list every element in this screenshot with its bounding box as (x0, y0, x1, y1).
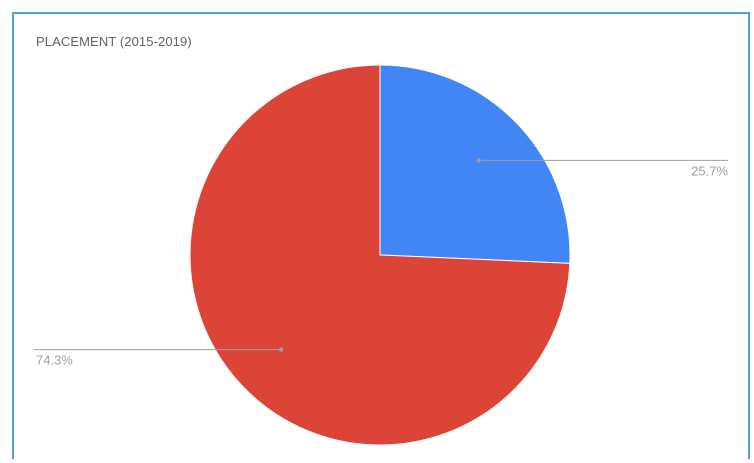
slice-label-0: 25.7% (691, 163, 728, 178)
pie-slice-0 (379, 64, 571, 264)
slice-label-1: 74.3% (36, 353, 73, 368)
leader-dot-0 (476, 158, 482, 163)
pie-slice-1 (189, 64, 571, 446)
leader-dot-1 (278, 347, 284, 352)
chart-frame: PLACEMENT (2015-2019) 25.7% 74.3% (12, 12, 750, 459)
pie-chart: 25.7% 74.3% (34, 64, 728, 446)
chart-title: PLACEMENT (2015-2019) (36, 34, 192, 49)
